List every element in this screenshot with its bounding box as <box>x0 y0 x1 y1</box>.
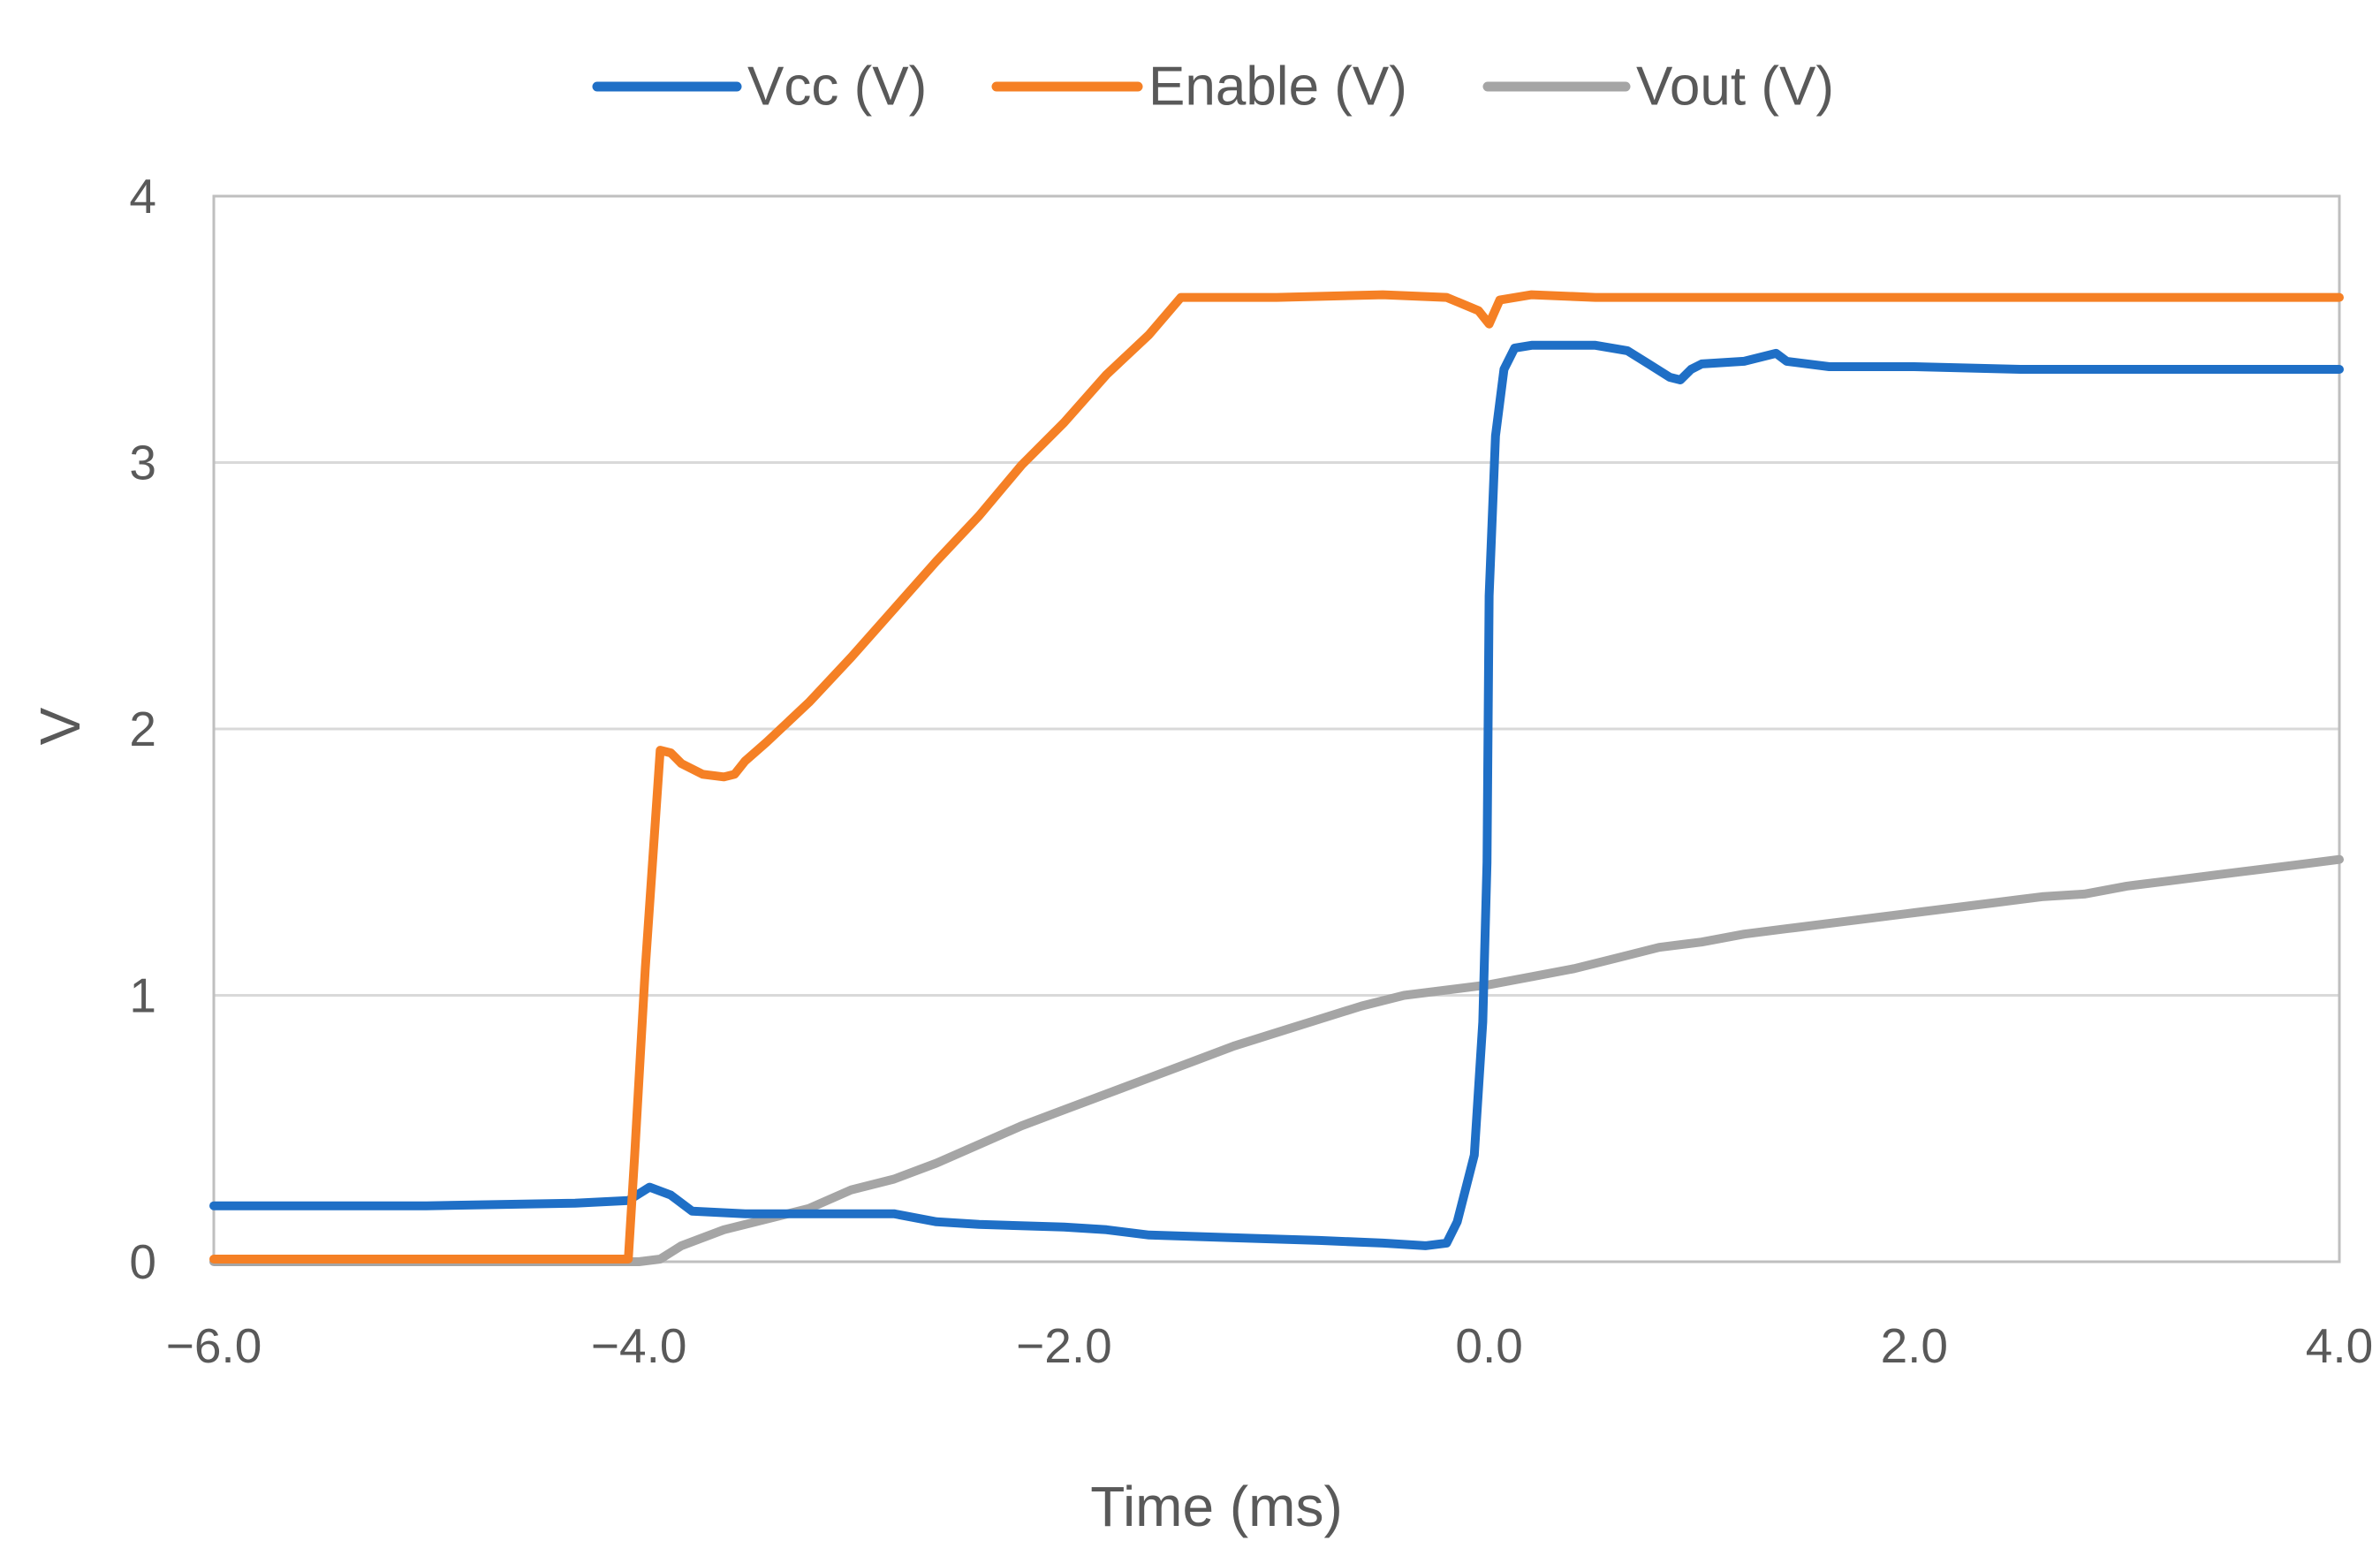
y-tick-label: 1 <box>129 968 156 1023</box>
y-axis-ticks: 0 1 2 3 4 <box>129 169 156 1289</box>
legend-label-vcc: Vcc (V) <box>747 57 927 118</box>
x-axis-ticks: −6.0 −4.0 −2.0 0.0 2.0 4.0 <box>166 1318 2374 1373</box>
x-tick-label: −2.0 <box>1016 1318 1112 1373</box>
x-axis-title: Time (ms) <box>1090 1475 1343 1538</box>
series-line-enable <box>209 290 2344 1263</box>
series-lines <box>209 290 2344 1266</box>
y-axis-title: V <box>28 707 92 745</box>
y-tick-label: 0 <box>129 1234 156 1289</box>
series-line-vcc <box>209 340 2344 1250</box>
x-tick-label: −4.0 <box>591 1318 687 1373</box>
x-tick-label: 4.0 <box>2306 1318 2373 1373</box>
gridlines <box>214 461 2339 997</box>
legend-label-vout: Vout (V) <box>1636 57 1834 118</box>
x-tick-label: −6.0 <box>166 1318 262 1373</box>
y-tick-label: 4 <box>129 169 156 224</box>
x-tick-label: 2.0 <box>1881 1318 1948 1373</box>
legend-label-enable: Enable (V) <box>1148 57 1407 118</box>
legend-item-vout: Vout (V) <box>1482 57 1834 118</box>
x-tick-label: 0.0 <box>1455 1318 1522 1373</box>
legend-item-enable: Enable (V) <box>991 57 1407 118</box>
series-line-vout <box>209 854 2344 1266</box>
plot-area-border <box>212 194 2341 1263</box>
y-tick-label: 2 <box>129 702 156 756</box>
y-tick-label: 3 <box>129 436 156 490</box>
legend: Vcc (V) Enable (V) Vout (V) <box>592 57 1834 118</box>
legend-item-vcc: Vcc (V) <box>592 57 927 118</box>
